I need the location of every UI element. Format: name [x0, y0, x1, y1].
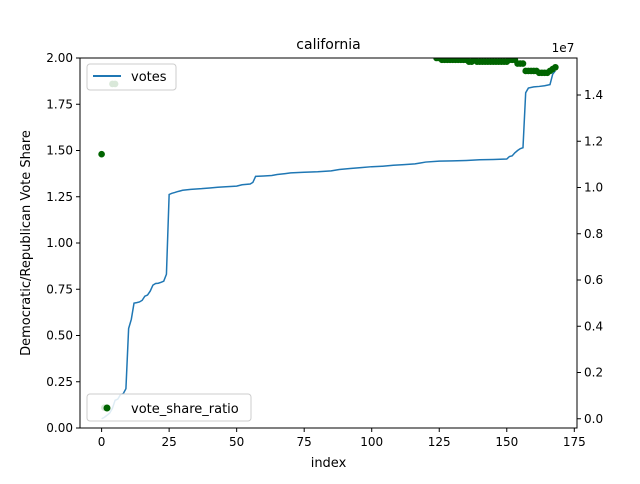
vote-share-ratio-point [552, 63, 559, 71]
x-tick-label: 150 [495, 435, 518, 449]
legend-votes-label: votes [131, 70, 167, 85]
legend-ratio-label: vote_share_ratio [131, 402, 239, 417]
y2-offset-label: 1e7 [552, 41, 575, 55]
y-tick-label: 2.00 [46, 51, 73, 65]
y2-tick-label: 0.8 [584, 227, 603, 241]
votes-line [101, 70, 556, 420]
legend-votes: votes [86, 63, 177, 91]
y2-tick-label: 0.6 [584, 273, 603, 287]
vote-share-ratio-point [98, 150, 105, 158]
ticks: 0 25 50 75 100 125 150 175 0.00 0.25 0.50 0.75 1.00 1… [46, 51, 603, 449]
y-tick-label: 1.25 [46, 190, 73, 204]
legend-ratio-frame [86, 393, 252, 422]
legend-ratio: vote_share_ratio [86, 393, 252, 422]
y-tick-label: 1.75 [46, 97, 73, 111]
x-tick-label: 25 [161, 435, 176, 449]
x-axis-label: index [311, 456, 347, 471]
y-tick-label: 0.25 [46, 375, 73, 389]
x-tick-label: 0 [98, 435, 106, 449]
chart-title: california [296, 37, 360, 53]
y2-tick-label: 1.4 [584, 88, 603, 102]
x-tick-label: 175 [563, 435, 586, 449]
y2-tick-label: 0.2 [584, 366, 603, 380]
plot-area [98, 58, 559, 420]
y-tick-label: 1.50 [46, 144, 73, 158]
x-tick-label: 100 [360, 435, 383, 449]
y-axis-label: Democratic/Republican Vote Share [19, 130, 34, 356]
x-tick-label: 75 [297, 435, 312, 449]
x-tick-label: 50 [229, 435, 244, 449]
y-tick-label: 1.00 [46, 236, 73, 250]
y-tick-label: 0.00 [46, 421, 73, 435]
y2-tick-label: 0.4 [584, 319, 603, 333]
y2-tick-label: 1.0 [584, 181, 603, 195]
x-tick-label: 125 [428, 435, 451, 449]
y2-tick-label: 0.0 [584, 412, 603, 426]
y-tick-label: 0.50 [46, 329, 73, 343]
legend-ratio-swatch [103, 404, 111, 412]
vote-share-ratio-point [519, 60, 527, 67]
y-tick-label: 0.75 [46, 282, 73, 296]
y2-tick-label: 1.2 [584, 134, 603, 148]
legend-votes-frame [86, 63, 177, 91]
